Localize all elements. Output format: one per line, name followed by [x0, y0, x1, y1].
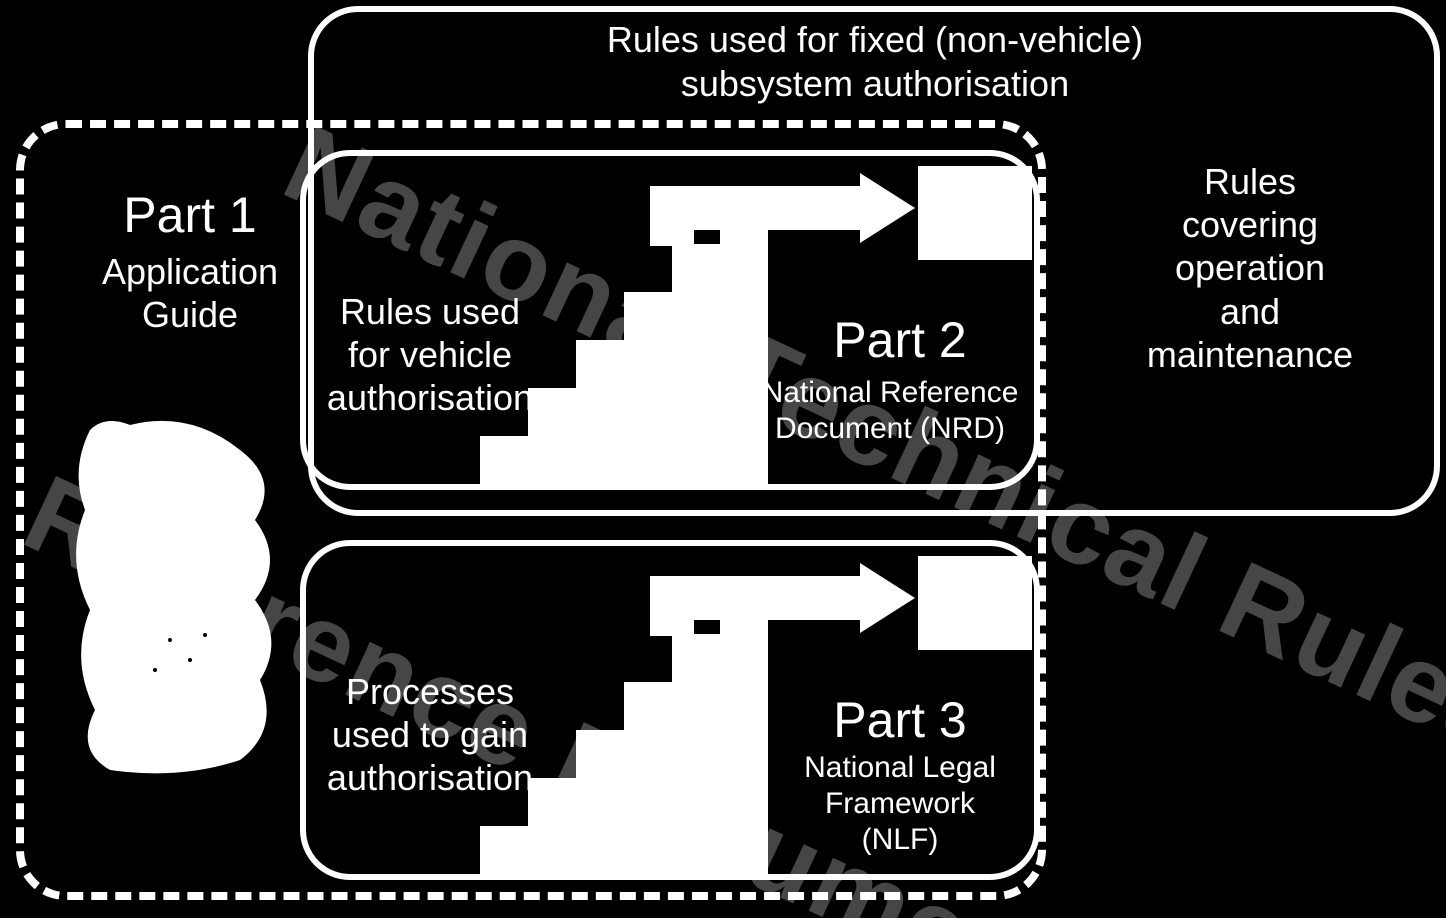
ntr-title-line1: Rules used for fixed (non-vehicle)	[460, 18, 1290, 61]
part2-doc-icon	[918, 166, 1032, 260]
part1-title: Part 1	[60, 185, 320, 245]
part2-left-label: Rules used for vehicle authorisation	[310, 290, 550, 420]
paper-icon	[60, 410, 290, 780]
part3-doc-icon	[918, 556, 1032, 650]
part1-subtitle: Application Guide	[60, 250, 320, 336]
part3-subtitle: National Legal Framework (NLF)	[760, 750, 1040, 858]
ntr-right-label: Rules covering operation and maintenance	[1080, 160, 1420, 376]
part2-subtitle: National Reference Document (NRD)	[740, 375, 1040, 447]
part3-left-label: Processes used to gain authorisation	[310, 670, 550, 800]
part2-title: Part 2	[770, 310, 1030, 370]
ntr-title-line2: subsystem authorisation	[460, 62, 1290, 105]
diagram-root: National Technical Rules Reference Docum…	[0, 0, 1446, 918]
part3-title: Part 3	[770, 690, 1030, 750]
